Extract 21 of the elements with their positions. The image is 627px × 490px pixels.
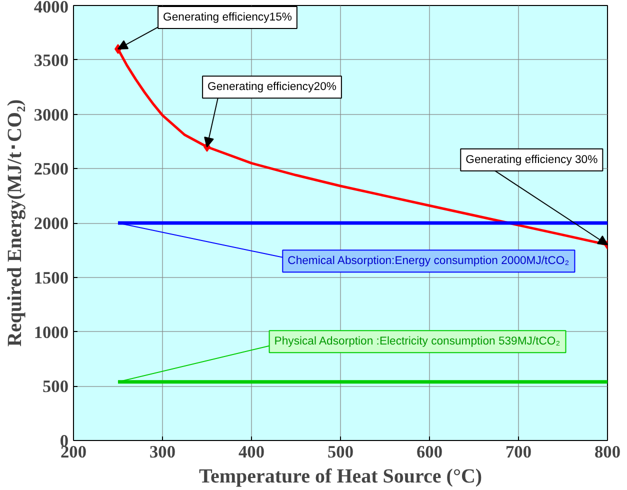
y-tick-label: 500 bbox=[42, 377, 69, 396]
x-tick-label: 300 bbox=[150, 442, 176, 462]
y-tick-label: 2000 bbox=[34, 214, 68, 233]
annotation: Generating efficiency20% bbox=[208, 81, 336, 94]
y-tick-label: 3500 bbox=[34, 50, 68, 70]
y-tick-label: 3000 bbox=[34, 105, 68, 124]
annotation: Chemical Absorption:Energy consumption 2000MJ/tCO₂ bbox=[288, 255, 570, 268]
y-tick-label: 1000 bbox=[34, 322, 68, 342]
x-tick-label: 800 bbox=[594, 442, 621, 462]
y-tick-label: 2500 bbox=[34, 160, 68, 179]
x-tick-label: 700 bbox=[506, 442, 532, 462]
annotation: Physical Adsorption :Electricity consumption 539MJ/tCO₂ bbox=[274, 336, 560, 348]
x-tick-label: 400 bbox=[238, 442, 265, 462]
annotation: Generating efficiency 30% bbox=[466, 154, 598, 166]
x-tick-label: 500 bbox=[328, 442, 354, 462]
x-tick-label: 600 bbox=[416, 442, 443, 462]
y-tick-label: 1500 bbox=[34, 268, 68, 288]
annotation: Generating efficiency15% bbox=[163, 11, 292, 24]
x-axis-title: Temperature of Heat Source (°C) bbox=[198, 466, 482, 488]
y-axis-title: Required Energy(MJ/t･CO₂) bbox=[4, 99, 26, 347]
y-tick-label: 4000 bbox=[34, 0, 68, 16]
